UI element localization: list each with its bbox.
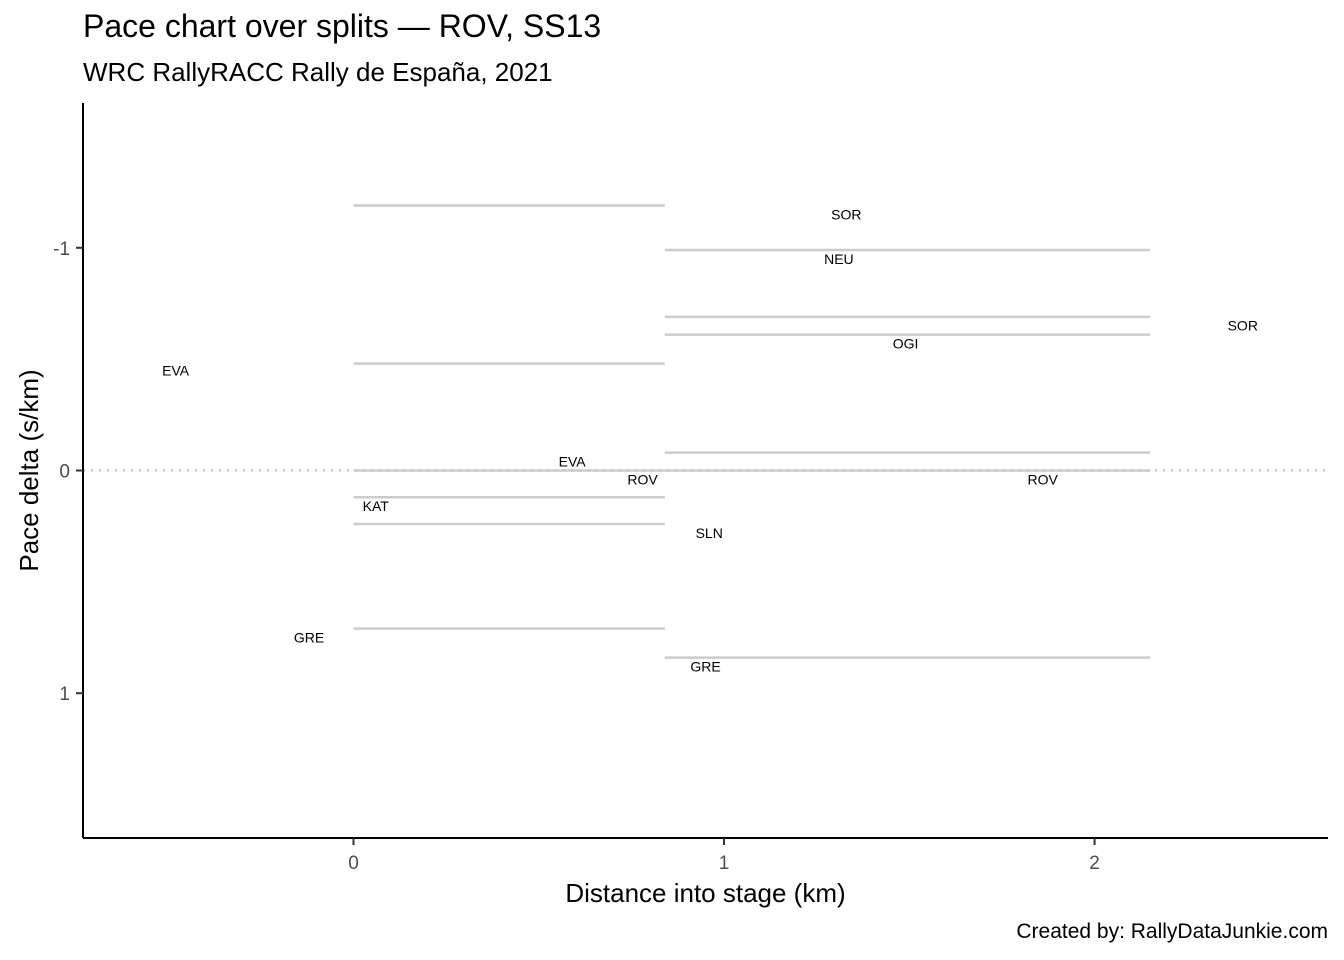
x-axis-title: Distance into stage (km) bbox=[565, 878, 845, 908]
driver-label: SLN bbox=[696, 525, 723, 541]
driver-label: GRE bbox=[294, 630, 324, 646]
credit-caption: Created by: RallyDataJunkie.com bbox=[1016, 920, 1328, 943]
driver-label: NEU bbox=[824, 251, 854, 267]
y-axis-title: Pace delta (s/km) bbox=[14, 369, 44, 571]
driver-label: OGI bbox=[893, 336, 919, 352]
y-tick-label: 0 bbox=[59, 462, 70, 483]
x-axis-ticks: 0 1 2 bbox=[348, 838, 1100, 874]
y-tick-label: 1 bbox=[59, 684, 70, 705]
x-tick-label: 1 bbox=[719, 853, 730, 874]
driver-label: EVA bbox=[559, 454, 587, 470]
driver-label: ROV bbox=[1028, 471, 1059, 487]
x-tick-label: 2 bbox=[1089, 853, 1100, 874]
y-tick-label: -1 bbox=[53, 239, 70, 260]
driver-label: SOR bbox=[831, 206, 861, 222]
driver-label: ROV bbox=[627, 471, 658, 487]
chart-title: Pace chart over splits — ROV, SS13 bbox=[83, 8, 602, 44]
driver-label: SOR bbox=[1228, 318, 1258, 334]
driver-labels: EVA GRE KAT EVA ROV SOR NEU OGI SLN GRE ROV SOR bbox=[162, 206, 1258, 674]
driver-label: GRE bbox=[690, 659, 720, 675]
driver-label: KAT bbox=[363, 498, 390, 514]
x-tick-label: 0 bbox=[348, 853, 359, 874]
driver-label: EVA bbox=[162, 362, 190, 378]
y-axis-ticks: -1 0 1 bbox=[53, 239, 83, 705]
chart-subtitle: WRC RallyRACC Rally de España, 2021 bbox=[83, 57, 553, 87]
split-segments bbox=[353, 204, 1151, 659]
